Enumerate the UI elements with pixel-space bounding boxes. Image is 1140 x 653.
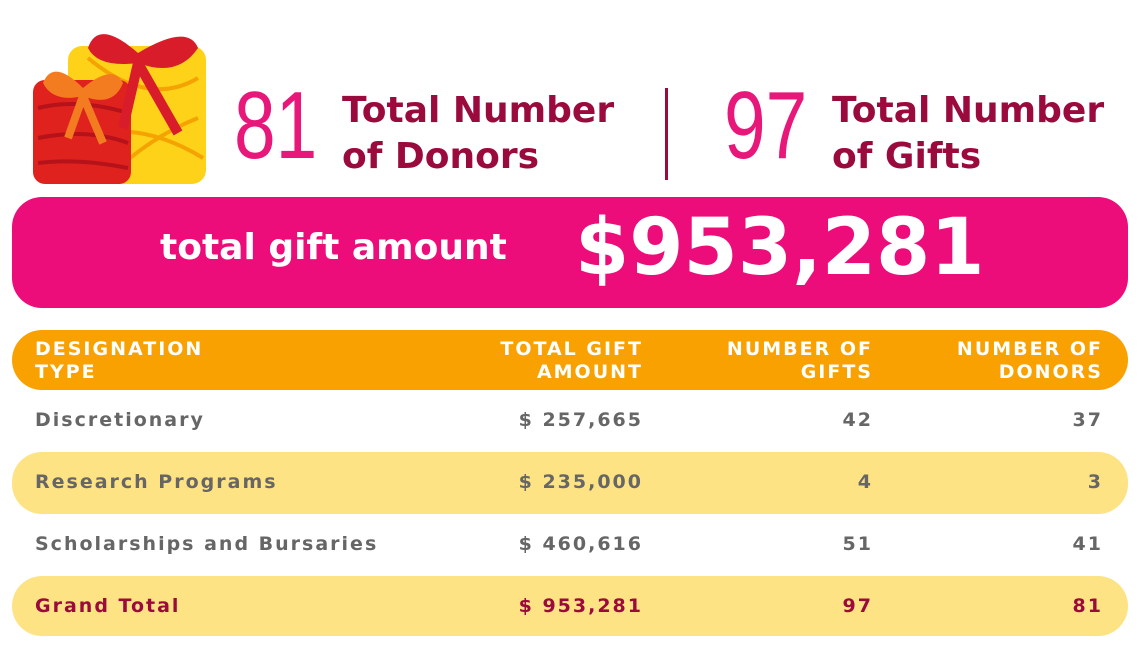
total-cell: Grand Total [35,595,181,617]
header-cell: NUMBER OF GIFTS [727,338,873,384]
banner-amount: $953,281 [575,203,985,293]
header-line: TOTAL GIFT [500,338,643,360]
header-cell: DESIGNATION TYPE [35,338,203,384]
gift-icon [33,34,206,184]
table-cell: $ 235,000 [518,471,643,493]
table-row: Scholarships and Bursaries $ 460,616 51 41 [12,514,1128,576]
header-line: DESIGNATION [35,338,204,360]
header-line: NUMBER OF [726,338,873,360]
total-cell: 81 [1072,595,1103,617]
donor-label: Total Number of Donors [342,88,614,180]
total-row: Grand Total $ 953,281 97 81 [12,576,1128,636]
table-header: DESIGNATION TYPE TOTAL GIFT AMOUNT NUMBER OF… [12,330,1128,390]
divider [665,88,668,180]
label-line: of Donors [342,136,540,177]
table-cell: 3 [1087,471,1103,493]
table-cell: Discretionary [35,409,205,431]
header-line: TYPE [35,361,97,383]
header-line: DONORS [998,361,1103,383]
header-line: NUMBER OF [956,338,1103,360]
banner-label: total gift amount [160,227,507,268]
table-cell: $ 460,616 [518,533,643,555]
label-line: Total Number [342,90,615,131]
table-cell: $ 257,665 [518,409,643,431]
label-line: of Gifts [832,136,982,177]
donor-count: 81 [234,72,318,179]
table-row: Discretionary $ 257,665 42 37 [12,390,1128,452]
gift-label: Total Number of Gifts [832,88,1104,180]
header-cell: NUMBER OF DONORS [957,338,1103,384]
label-line: Total Number [832,90,1105,131]
table-cell: 41 [1072,533,1103,555]
header-line: AMOUNT [536,361,643,383]
table-cell: 42 [842,409,873,431]
table-row: Research Programs $ 235,000 4 3 [12,452,1128,514]
gift-count: 97 [724,72,808,179]
table-cell: 4 [857,471,873,493]
header-cell: TOTAL GIFT AMOUNT [500,338,643,384]
table-cell: 37 [1072,409,1103,431]
total-banner: total gift amount $953,281 [12,197,1128,308]
table-cell: Research Programs [35,471,278,493]
table-cell: Scholarships and Bursaries [35,533,379,555]
total-cell: $ 953,281 [518,595,643,617]
total-cell: 97 [842,595,873,617]
table-cell: 51 [842,533,873,555]
header-line: GIFTS [800,361,873,383]
